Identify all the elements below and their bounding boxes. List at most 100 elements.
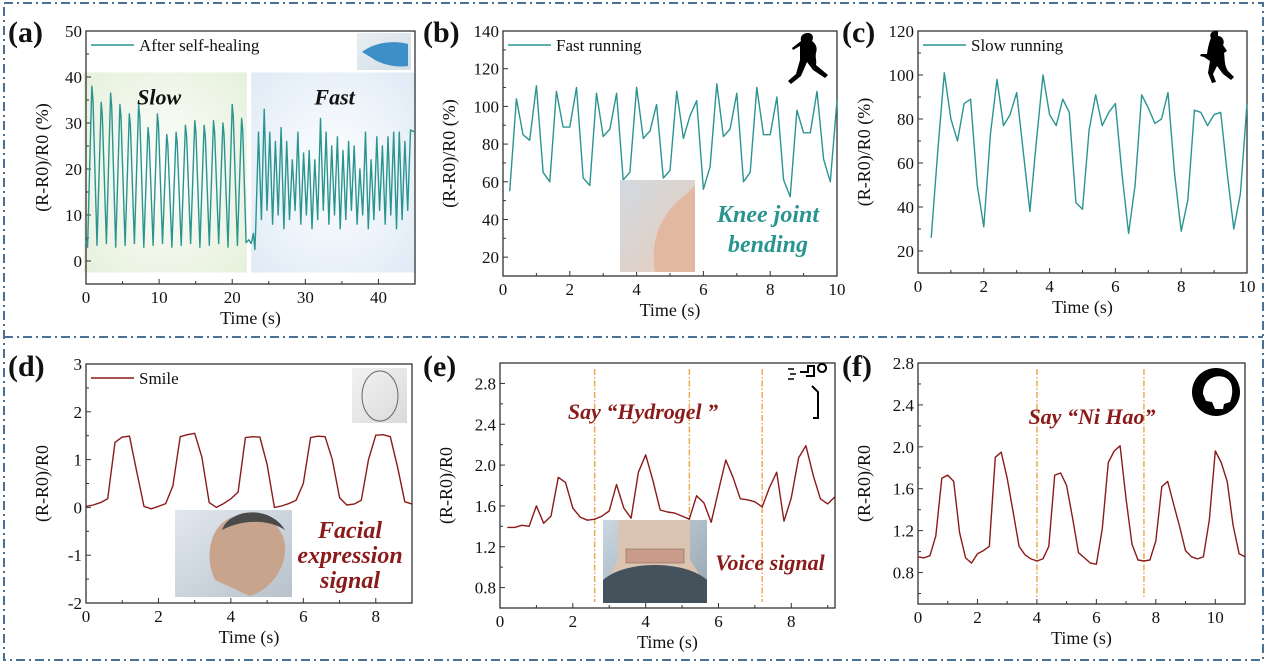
sound-waves-icon <box>788 368 796 380</box>
face-mesh-photo <box>352 368 407 423</box>
annotation-bending: bending <box>728 232 808 258</box>
y-tick-label: 2.0 <box>475 456 496 475</box>
x-tick-label: 0 <box>914 277 923 296</box>
annotation-expression: expression <box>297 543 402 569</box>
plot-area-border <box>917 30 1248 274</box>
y-tick-label: 80 <box>897 110 914 129</box>
annotation-voice-signal: Voice signal <box>715 550 825 575</box>
x-tick-label: 6 <box>699 280 708 299</box>
runner-fast-icon <box>788 33 828 84</box>
panel-a: 0 10 20 30 40 0 10 20 30 40 50 Time (s) (R-R0)/R0 (%… <box>8 16 416 329</box>
legend-label: Fast running <box>556 36 642 55</box>
x-tick-label: 4 <box>227 607 236 626</box>
x-tick-label: 30 <box>297 288 314 307</box>
x-tick-label: 4 <box>632 280 641 299</box>
y-tick-label: 0 <box>74 498 83 517</box>
x-axis-label: Time (s) <box>219 627 280 648</box>
x-tick-label: 10 <box>1239 277 1256 296</box>
y-tick-label: 2.8 <box>475 374 496 393</box>
x-tick-label: 2 <box>569 612 578 631</box>
x-tick-label: 40 <box>370 288 387 307</box>
y-tick-label: -2 <box>68 594 82 613</box>
x-axis-label: Time (s) <box>1051 628 1112 649</box>
y-tick-label: 0.8 <box>475 579 496 598</box>
legend-label: After self-healing <box>139 36 260 55</box>
y-tick-label: 20 <box>482 248 499 267</box>
y-axis-label: (R-R0)/R0 <box>436 447 457 524</box>
y-tick-label: 1.2 <box>893 522 914 541</box>
sweater-shape <box>603 565 707 603</box>
x-tick-label: 2 <box>973 608 982 627</box>
y-tick-label: 120 <box>474 60 500 79</box>
x-tick-label: 2 <box>566 280 575 299</box>
panel-f: 0 2 4 6 8 10 0.8 1.2 1.6 2.0 2.4 2.8 Time (s) (R-R0)/… <box>842 350 1246 649</box>
x-tick-label: 6 <box>1092 608 1101 627</box>
y-axis-label: (R-R0)/R0 <box>32 445 53 522</box>
panel-e: 0 2 4 6 8 0.8 1.2 1.6 2.0 2.4 2.8 Time (s) (R-R0)/R0… <box>423 350 836 653</box>
knee-shape <box>653 186 695 272</box>
series-line <box>85 432 413 510</box>
y-tick-label: 2.8 <box>893 354 914 373</box>
x-tick-label: 20 <box>224 288 241 307</box>
face-shape <box>209 514 286 596</box>
y-axis-label: (R-R0)/R0 (%) <box>32 103 53 211</box>
y-tick-label: 2.0 <box>893 438 914 457</box>
annotation-say-hydrogel: Say “Hydrogel ” <box>568 399 718 424</box>
panel-label: (a) <box>8 16 43 49</box>
region-label: Fast <box>313 85 355 110</box>
y-tick-label: 0 <box>74 252 83 271</box>
annotation-say-ni-hao: Say “Ni Hao” <box>1028 404 1155 429</box>
x-tick-label: 6 <box>1111 277 1120 296</box>
y-tick-label: 30 <box>65 114 82 133</box>
y-tick-label: 2.4 <box>893 396 915 415</box>
region-label: Slow <box>137 85 181 110</box>
x-axis-label: Time (s) <box>220 308 281 329</box>
legend-label: Slow running <box>971 36 1064 55</box>
series-line <box>917 445 1246 565</box>
panel-label: (b) <box>423 16 460 49</box>
series-line <box>509 83 838 198</box>
panel-label: (d) <box>8 350 45 383</box>
x-tick-label: 0 <box>914 608 923 627</box>
x-tick-label: 2 <box>980 277 989 296</box>
hair-shape <box>222 512 285 530</box>
y-tick-label: 1 <box>74 451 83 470</box>
panel-b: 0 2 4 6 8 10 20 40 60 80 100 120 140 Time (s) (R-R0)/R… <box>423 16 846 321</box>
x-axis-label: Time (s) <box>1052 297 1113 318</box>
x-tick-label: 0 <box>82 288 91 307</box>
series-line <box>930 72 1248 238</box>
annotation-facial: Facial <box>317 518 382 544</box>
x-tick-label: 10 <box>1207 608 1224 627</box>
annotation-signal: signal <box>319 568 380 594</box>
y-tick-label: 1.6 <box>893 480 914 499</box>
glove-icon <box>362 42 408 67</box>
x-tick-label: 10 <box>829 280 846 299</box>
x-tick-label: 0 <box>82 607 91 626</box>
y-tick-label: 20 <box>65 160 82 179</box>
y-tick-label: 120 <box>889 22 915 41</box>
y-axis-label: (R-R0)/R0 (%) <box>854 98 875 206</box>
panel-label: (c) <box>842 16 875 49</box>
sensor-patch <box>625 548 685 564</box>
y-tick-label: 2 <box>74 403 83 422</box>
panel-label: (e) <box>423 350 456 383</box>
y-tick-label: 1.6 <box>475 497 496 516</box>
y-tick-label: 140 <box>474 22 500 41</box>
outer-frame <box>3 2 1264 661</box>
x-axis-label: Time (s) <box>637 632 698 653</box>
x-tick-label: 6 <box>299 607 308 626</box>
annotation-knee-joint: Knee joint <box>716 202 820 228</box>
y-tick-label: 0.8 <box>893 564 914 583</box>
x-tick-label: 6 <box>714 612 723 631</box>
panel-frame <box>3 2 1264 661</box>
y-tick-label: 10 <box>65 206 82 225</box>
x-tick-label: 8 <box>766 280 775 299</box>
y-tick-label: -1 <box>68 546 82 565</box>
series-line <box>507 445 836 529</box>
y-tick-label: 2.4 <box>475 415 497 434</box>
plot-area-border <box>917 362 1246 605</box>
y-tick-label: 50 <box>65 22 82 41</box>
x-tick-label: 4 <box>1033 608 1042 627</box>
series-line <box>85 85 416 251</box>
